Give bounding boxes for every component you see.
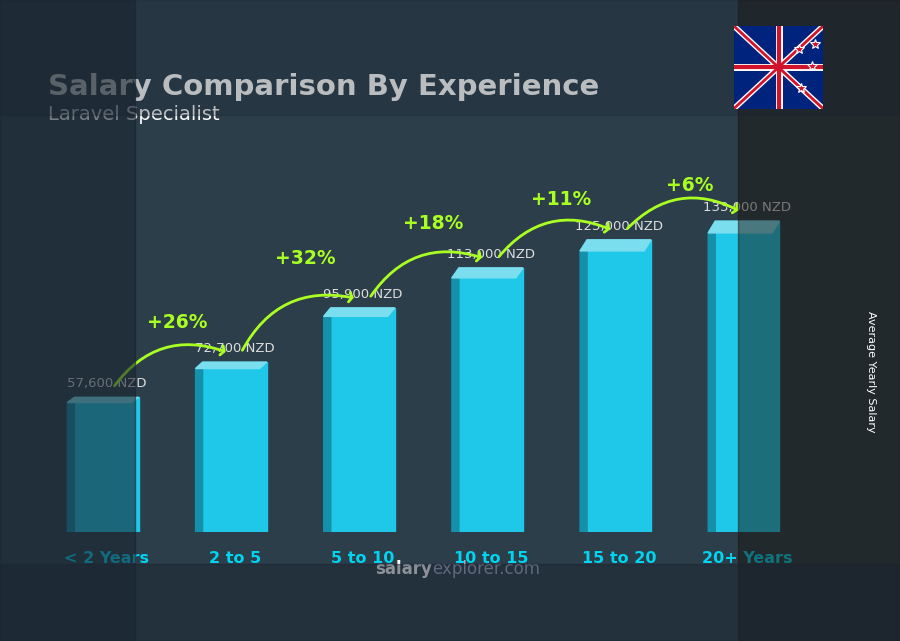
Bar [0, 564, 900, 641]
Polygon shape [195, 362, 266, 369]
Text: Average Yearly Salary: Average Yearly Salary [866, 311, 877, 433]
Polygon shape [580, 240, 652, 251]
Text: +11%: +11% [531, 190, 591, 210]
Bar [0, 0, 135, 641]
Polygon shape [708, 221, 779, 233]
Text: Salary Comparison By Experience: Salary Comparison By Experience [48, 73, 599, 101]
Text: 125,000 NZD: 125,000 NZD [575, 220, 663, 233]
Bar [587, 240, 652, 532]
Bar [716, 221, 779, 532]
Bar [331, 308, 395, 532]
Polygon shape [452, 268, 459, 532]
Text: +6%: +6% [666, 176, 714, 196]
Text: +32%: +32% [274, 249, 336, 268]
Text: explorer.com: explorer.com [433, 560, 541, 578]
Text: 95,900 NZD: 95,900 NZD [323, 288, 402, 301]
Text: 113,000 NZD: 113,000 NZD [447, 248, 535, 261]
Bar [738, 0, 900, 641]
Text: salary: salary [375, 560, 433, 578]
Polygon shape [195, 362, 203, 532]
Polygon shape [68, 397, 139, 403]
Text: Laravel Specialist: Laravel Specialist [48, 104, 220, 124]
Text: +18%: +18% [403, 214, 464, 233]
Text: +26%: +26% [147, 313, 207, 331]
Polygon shape [580, 240, 587, 532]
Polygon shape [708, 221, 716, 532]
Bar [202, 362, 266, 532]
Text: 57,600 NZD: 57,600 NZD [67, 378, 146, 390]
Bar [0, 0, 900, 115]
Polygon shape [452, 268, 523, 278]
Text: 133,000 NZD: 133,000 NZD [703, 201, 791, 214]
Text: 72,700 NZD: 72,700 NZD [194, 342, 274, 355]
Polygon shape [324, 308, 395, 317]
Polygon shape [68, 397, 75, 532]
Polygon shape [324, 308, 331, 532]
Bar [459, 268, 523, 532]
Bar [75, 397, 139, 532]
